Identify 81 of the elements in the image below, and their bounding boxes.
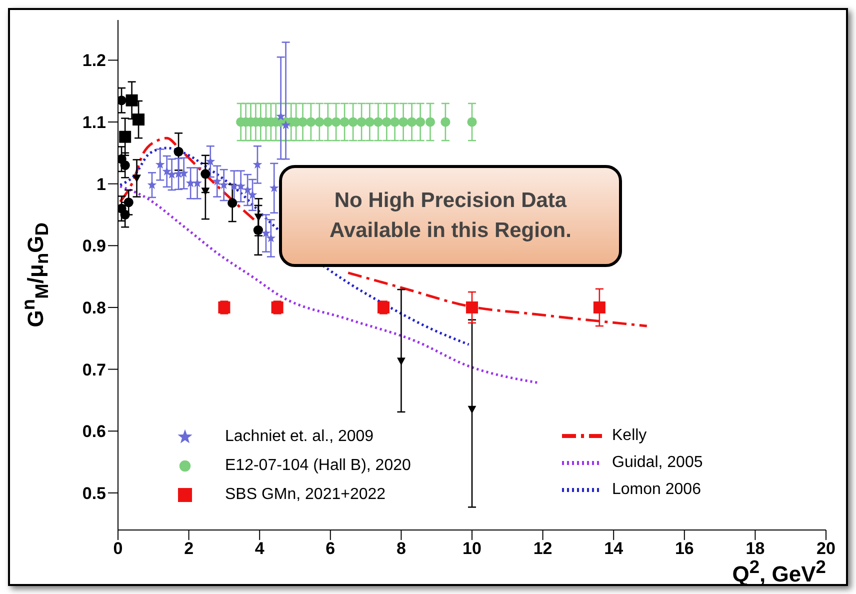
y-tick-label: 0.8 — [82, 298, 106, 318]
point — [440, 117, 450, 127]
legend-label: Lomon 2006 — [612, 480, 701, 498]
point — [206, 156, 216, 166]
point — [323, 117, 333, 127]
point — [132, 174, 141, 182]
x-tick-label: 8 — [396, 539, 406, 558]
x-tick-label: 20 — [816, 539, 836, 558]
point — [298, 117, 308, 127]
y-tick-label: 0.7 — [82, 360, 106, 380]
point — [266, 233, 276, 242]
point — [390, 117, 400, 127]
annotation: No High Precision Data Available in this Region. — [328, 188, 572, 244]
point — [132, 114, 145, 126]
point — [200, 169, 210, 179]
point — [119, 130, 132, 143]
point — [593, 301, 606, 314]
x-tick-label: 18 — [746, 539, 765, 558]
point — [126, 94, 138, 106]
point — [147, 180, 157, 190]
point — [192, 178, 202, 188]
point — [120, 160, 130, 170]
y-tick-label: 0.5 — [82, 484, 106, 503]
x-tick-label: 4 — [254, 539, 265, 558]
point — [118, 96, 126, 106]
point — [348, 117, 358, 127]
legend-label: SBS GMn, 2021+2022 — [225, 486, 386, 504]
y-tick-label: 0.6 — [82, 422, 106, 442]
point — [124, 198, 134, 208]
point — [269, 183, 279, 192]
x-tick-label: 0 — [113, 539, 123, 558]
legend-label: Guidal, 2005 — [612, 454, 703, 472]
point — [397, 358, 406, 366]
x-tick-label: 12 — [533, 539, 552, 558]
point — [276, 111, 286, 120]
point — [155, 160, 165, 169]
point — [416, 117, 426, 127]
point — [331, 117, 341, 127]
x-tick-label: 10 — [462, 539, 482, 558]
x-tick-label: 6 — [326, 539, 336, 558]
point — [425, 117, 436, 127]
legend-label: Lachniet et. al., 2009 — [225, 428, 374, 446]
x-tick-label: 2 — [184, 539, 194, 558]
point — [466, 301, 478, 314]
point — [373, 117, 383, 127]
point — [254, 214, 263, 222]
point — [219, 180, 229, 190]
y-tick-label: 0.9 — [82, 236, 106, 256]
legend-label: Kelly — [612, 426, 647, 444]
point — [167, 170, 177, 179]
point — [212, 176, 222, 186]
point — [340, 117, 350, 127]
point — [253, 225, 263, 235]
callout-box: No High Precision Data Available in this Region. — [279, 165, 622, 267]
y-tick-label: 1.2 — [82, 51, 106, 70]
point — [407, 117, 417, 127]
point — [174, 146, 184, 156]
x-tick-label: 14 — [604, 539, 624, 558]
y-tick-label: 1.1 — [82, 113, 106, 132]
y-tick-label: 1 — [96, 174, 106, 194]
point — [229, 181, 239, 190]
point — [467, 117, 477, 127]
point — [281, 120, 291, 130]
point — [242, 185, 252, 194]
point — [120, 210, 130, 220]
point — [201, 188, 210, 196]
point — [162, 166, 172, 176]
point — [364, 117, 374, 127]
point — [382, 117, 392, 127]
point — [236, 181, 246, 190]
point — [468, 406, 476, 414]
point — [186, 178, 196, 188]
point — [179, 168, 189, 178]
point — [356, 117, 366, 127]
point — [261, 228, 271, 238]
legend-label: E12-07-104 (Hall B), 2020 — [225, 456, 411, 474]
x-tick-label: 16 — [674, 539, 694, 558]
point — [252, 160, 262, 169]
point — [306, 117, 316, 127]
point — [314, 117, 324, 127]
point — [398, 117, 408, 127]
